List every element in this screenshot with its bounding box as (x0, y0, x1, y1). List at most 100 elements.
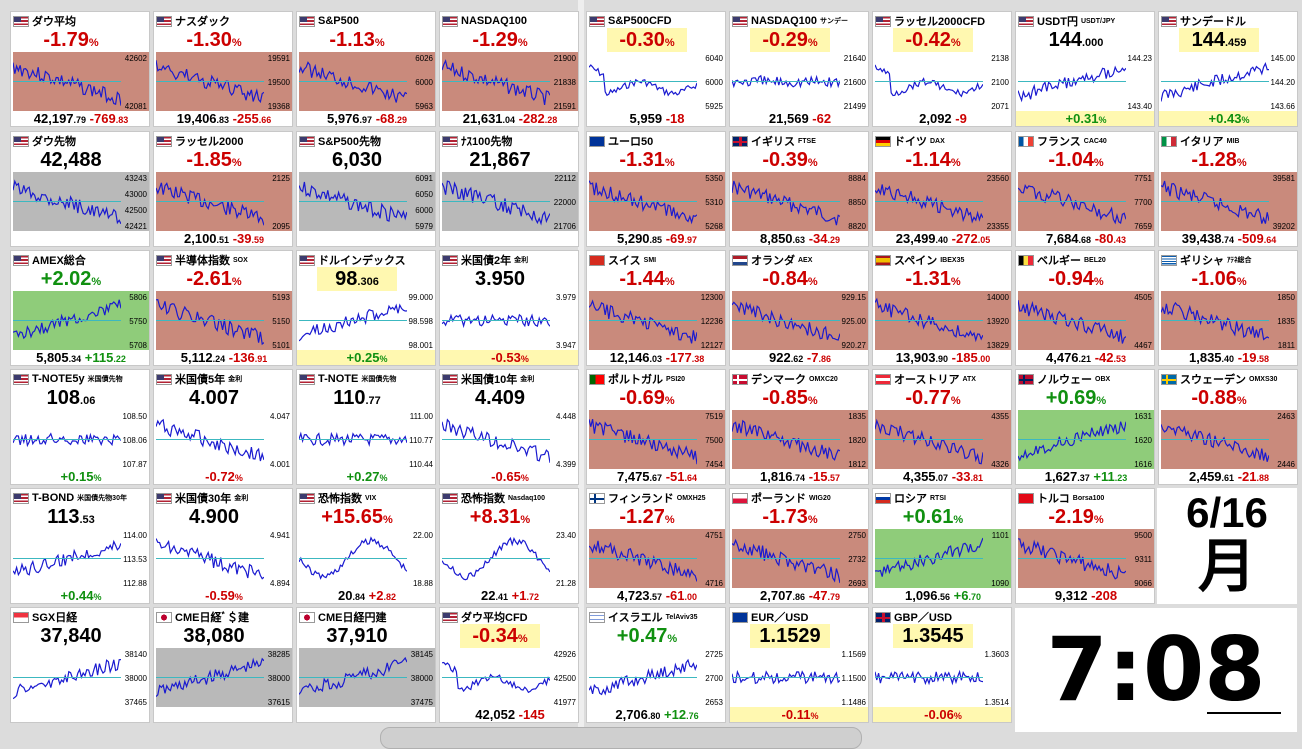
market-tile[interactable]: デンマーク OMXC20 -0.85% 1835 1820 1812 1,816.74 -1… (729, 369, 869, 485)
price-line (299, 656, 407, 695)
market-tile[interactable]: AMEX総合 +2.02% 5806 5750 5708 5,805.34 +115.22 (10, 250, 150, 366)
tile-main-value: -1.30% (154, 28, 274, 52)
main-number: 113 (47, 506, 80, 528)
market-tile[interactable]: サンデードル 144.459 145.00 144.20 143.66 +0.43% (1158, 11, 1298, 127)
market-tile[interactable]: 恐怖指数 VIX +15.65% 22.00 18.88 20.84 +2.82 (296, 488, 436, 604)
market-tile[interactable]: ラッセル2000CFD -0.42% 2138 2100 2071 2,092 -9 (872, 11, 1012, 127)
market-tile[interactable]: トルコ Borsa100 -2.19% 9500 9311 9066 9,312 -208 (1015, 488, 1155, 604)
flag-icon (13, 373, 29, 385)
tile-name: デンマーク (751, 374, 806, 386)
market-tile[interactable]: スイス SMI -1.44% 12300 12236 12127 12,146.03 -17… (586, 250, 726, 366)
market-tile[interactable]: スウェーデン OMXS30 -0.88% 2463 2446 2,459.61 -21.8… (1158, 369, 1298, 485)
tile-name: 半導体指数 (175, 255, 230, 267)
market-tile[interactable]: ベルギー BEL20 -0.94% 4505 4467 4,476.21 -42.53 (1015, 250, 1155, 366)
market-tile[interactable]: T-BOND 米国債先物30年 113.53 114.00 113.53 112.88 +0… (10, 488, 150, 604)
tile-footer: 21,569 -62 (730, 111, 868, 126)
main-number: 37,910 (326, 625, 388, 647)
tile-name: ドイツ (894, 136, 927, 148)
flag-icon (1018, 254, 1034, 266)
market-tile[interactable]: 米国債2年 金利 3.950 3.979 3.947 -0.53% (439, 250, 579, 366)
market-tile[interactable]: ロシア RTSI +0.61% 1101 1090 1,096.56 +6.70 (872, 488, 1012, 604)
price-axis-label: 22.00 (412, 531, 433, 540)
mini-chart: 2138 2100 2071 (875, 52, 1011, 111)
market-tile[interactable]: S&P500先物 6,030 6091 6050 6000 5979 (296, 131, 436, 247)
market-tile[interactable]: フィンランド OMXH25 -1.27% 4751 4716 4,723.57 -61.0… (586, 488, 726, 604)
market-tile[interactable]: イタリア MIB -1.28% 39581 39202 39,438.74 -509.64 (1158, 131, 1298, 247)
flag-icon (732, 15, 748, 27)
market-tile[interactable]: T-NOTE 米国債先物 110.77 111.00 110.77 110.44 +0.27… (296, 369, 436, 485)
market-tile[interactable]: ユーロ50 -1.31% 5350 5310 5268 5,290.85 -69.97 (586, 131, 726, 247)
market-tile[interactable]: EUR／USD 1.1529 1.1569 1.1500 1.1486 -0.11% (729, 607, 869, 723)
bottom-scrollbar[interactable] (380, 727, 862, 749)
mini-chart: 2725 2700 2653 (589, 648, 725, 707)
change-value: -9 (955, 111, 967, 126)
market-tile[interactable]: 米国債30年 金利 4.900 4.941 4.894 -0.59% (153, 488, 293, 604)
market-tile[interactable]: オランダ AEX -0.84% 929.15 925.00 920.27 922.62 -7… (729, 250, 869, 366)
flag-icon (156, 15, 172, 27)
market-tile[interactable]: イギリス FTSE -0.39% 8884 8850 8820 8,850.63 -34.2… (729, 131, 869, 247)
tile-header: ラッセル2000 (156, 134, 243, 148)
tile-main-value: -1.73% (730, 505, 850, 529)
market-tile[interactable]: S&P500CFD -0.30% 6040 6000 5925 5,959 -18 (586, 11, 726, 127)
price-axis-label: 42500 (124, 206, 147, 215)
market-tile[interactable]: ダウ先物 42,488 43243 43000 42500 42421 (10, 131, 150, 247)
change-decimal: .70 (968, 592, 982, 602)
market-tile[interactable]: ギリシャ ｱﾃﾈ総合 -1.06% 1850 1835 1811 1,835.40 -19.… (1158, 250, 1298, 366)
price-line (589, 658, 697, 696)
price-axis-label: 4505 (1134, 293, 1152, 302)
price-axis-label: 38140 (124, 650, 147, 659)
flag-icon (299, 254, 315, 266)
chart-line (13, 659, 121, 700)
market-tile[interactable]: 米国債5年 金利 4.007 4.047 4.001 -0.72% (153, 369, 293, 485)
market-tile[interactable]: CME日経円建 37,910 38145 38000 37475 (296, 607, 436, 723)
market-tile[interactable]: NASDAQ100 -1.29% 21900 21838 21591 21,631.04 … (439, 11, 579, 127)
market-tile[interactable]: T-NOTE5y 米国債先物 108.06 108.50 108.06 107.87 +0.… (10, 369, 150, 485)
change-decimal: .82 (383, 592, 396, 602)
market-tile[interactable]: スペイン IBEX35 -1.31% 14000 13920 13829 13,903.90… (872, 250, 1012, 366)
price-line (299, 303, 407, 342)
price-axis-label: 39581 (1272, 174, 1295, 183)
main-number: -0.39 (762, 149, 808, 171)
market-tile[interactable]: SGX日経 37,840 38140 38000 37465 (10, 607, 150, 723)
tile-name: 米国債10年 (461, 374, 518, 386)
price-axis-label: 7500 (705, 436, 723, 445)
market-tile[interactable]: ダウ平均 -1.79% 42602 42081 42,197.79 -769.83 (10, 11, 150, 127)
flag-icon (156, 135, 172, 147)
market-tile[interactable]: ノルウェー OBX +0.69% 1631 1620 1616 1,627.37 +11.2… (1015, 369, 1155, 485)
tile-footer: 2,092 -9 (873, 111, 1011, 126)
market-tile[interactable]: GBP／USD 1.3545 1.3603 1.3514 -0.06% (872, 607, 1012, 723)
market-tile[interactable]: S&P500 -1.13% 6026 6000 5963 5,976.97 -68.29 (296, 11, 436, 127)
price-line (13, 179, 121, 225)
market-tile[interactable]: ポルトガル PSI20 -0.69% 7519 7500 7454 7,475.67 -51… (586, 369, 726, 485)
market-tile[interactable]: ドルインデックス 98.306 99.000 98.598 98.001 +0.25% (296, 250, 436, 366)
market-tile[interactable]: ダウ平均CFD -0.34% 42926 42500 41977 42,052 -145 (439, 607, 579, 723)
market-tile[interactable]: 半導体指数 SOX -2.61% 5193 5150 5101 5,112.24 -136.… (153, 250, 293, 366)
market-tile[interactable]: オーストリア ATX -0.77% 4355 4326 4,355.07 -33.81 (872, 369, 1012, 485)
market-tile[interactable]: 恐怖指数 Nasdaq100 +8.31% 23.40 21.28 22.41 +1.72 (439, 488, 579, 604)
main-number: -1.06 (1191, 268, 1237, 290)
market-tile[interactable]: 米国債10年 金利 4.409 4.448 4.399 -0.65% (439, 369, 579, 485)
close-value: 20 (338, 588, 353, 603)
market-tile[interactable]: イスラエル TelAviv35 +0.47% 2725 2700 2653 2,706.80… (586, 607, 726, 723)
market-tile[interactable]: ポーランド WIG20 -1.73% 2750 2732 2693 2,707.86 -47… (729, 488, 869, 604)
market-tile[interactable]: ラッセル2000 -1.85% 2125 2095 2,100.51 -39.59 (153, 131, 293, 247)
flag-icon (299, 135, 315, 147)
tile-footer: 42,197.79 -769.83 (11, 111, 149, 126)
market-tile[interactable]: USDT円 USDT/JPY 144.000 144.23 143.40 +0.31% (1015, 11, 1155, 127)
market-tile[interactable]: ナスダック -1.30% 19591 19500 19368 19,406.83 -255… (153, 11, 293, 127)
tile-name: GBP／USD (894, 612, 953, 624)
market-tile[interactable]: CME日経ﾞ＄建 38,080 38285 38000 37615 (153, 607, 293, 723)
main-unit: % (950, 37, 961, 49)
market-tile[interactable]: フランス CAC40 -1.04% 7751 7700 7659 7,684.68 -80.… (1015, 131, 1155, 247)
tile-name: スペイン (894, 255, 938, 267)
tile-subname: 米国債先物30年 (77, 495, 127, 502)
tile-name: ポルトガル (608, 374, 663, 386)
tile-name: イスラエル (608, 612, 663, 624)
tile-main-value: 3.950 (440, 267, 560, 291)
change-value: -7 (806, 350, 819, 365)
market-tile[interactable]: ﾅｽ100先物 21,867 22112 22000 21706 (439, 131, 579, 247)
market-tile[interactable]: NASDAQ100 サンデー -0.29% 21640 21600 21499 21,569… (729, 11, 869, 127)
tile-footer: 8,850.63 -34.29 (730, 231, 868, 246)
market-tile[interactable]: ドイツ DAX -1.14% 23560 23355 23,499.40 -272.05 (872, 131, 1012, 247)
main-unit: % (382, 514, 393, 526)
